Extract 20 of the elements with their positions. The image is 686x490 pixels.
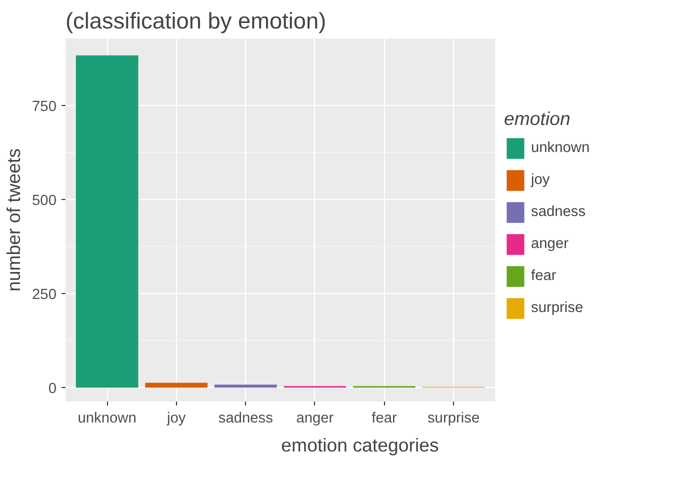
legend-label: surprise <box>531 300 584 316</box>
y-axis-title: number of tweets <box>3 148 24 292</box>
y-tick-label: 250 <box>32 287 57 304</box>
y-tick-label: 500 <box>32 193 57 209</box>
x-tick-label: unknown <box>78 410 136 426</box>
y-tick-label: 0 <box>48 381 57 398</box>
legend-label: sadness <box>531 204 586 220</box>
x-tick-label: anger <box>296 410 334 426</box>
x-axis-title: emotion categories <box>281 434 439 456</box>
legend-label: fear <box>531 268 556 284</box>
chart-title: (classification by emotion) <box>66 8 326 34</box>
legend-title: emotion <box>504 108 572 130</box>
y-tick-label: 750 <box>32 98 57 115</box>
x-tick-label: sadness <box>218 410 273 426</box>
legend-label: anger <box>531 236 568 252</box>
legend-label: joy <box>531 172 551 188</box>
x-tick-label: surprise <box>427 410 480 426</box>
legend-label: unknown <box>531 140 590 156</box>
x-tick-label: joy <box>166 410 186 426</box>
x-tick-label: fear <box>372 410 397 426</box>
